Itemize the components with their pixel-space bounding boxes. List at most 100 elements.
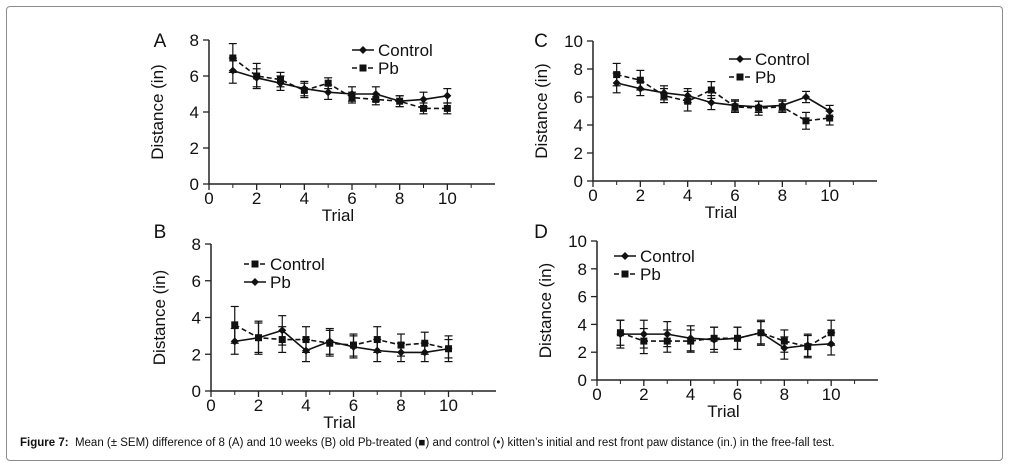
legend-marker [621, 252, 629, 260]
data-point [780, 337, 788, 345]
y-tick-label: 2 [192, 345, 201, 364]
y-axis-label: Distance (in) [150, 270, 169, 365]
panel-letter: A [154, 31, 167, 52]
y-axis-label: Distance (in) [532, 63, 551, 158]
x-axis-label: Trial [323, 413, 355, 432]
y-tick-label: 4 [574, 116, 583, 135]
legend-label: Pb [755, 68, 776, 87]
series-line [232, 57, 448, 110]
y-tick-label: 2 [574, 144, 583, 163]
x-tick-label: 6 [349, 396, 358, 415]
data-point [253, 72, 261, 80]
data-point [444, 344, 453, 353]
data-point [277, 76, 284, 84]
y-tick-label: 0 [190, 175, 199, 194]
data-point [710, 334, 718, 342]
y-tick-label: 10 [564, 32, 583, 51]
data-point [278, 326, 287, 335]
data-point [616, 329, 624, 337]
data-point [443, 104, 451, 112]
data-point [802, 93, 810, 101]
y-tick-label: 6 [190, 67, 199, 86]
data-point [419, 95, 428, 104]
y-tick-label: 0 [578, 371, 587, 390]
y-tick-label: 4 [192, 309, 201, 328]
series-line [234, 329, 449, 354]
data-point [802, 117, 810, 125]
data-point [420, 348, 429, 357]
x-tick-label: 8 [778, 186, 787, 205]
figure-frame [6, 6, 1003, 461]
series-line [616, 82, 831, 112]
y-tick-label: 0 [574, 172, 583, 191]
panel-letter: B [154, 222, 167, 243]
data-point [443, 91, 452, 100]
caption-text: Mean (± SEM) difference of 8 (A) and 10 … [74, 437, 835, 449]
series-pb [612, 62, 834, 130]
series-line [616, 73, 830, 122]
series-pb [616, 319, 836, 359]
data-point [660, 92, 668, 100]
data-point [827, 329, 835, 337]
x-axis-label: Trial [707, 402, 739, 421]
legend-label: Pb [270, 273, 291, 292]
data-point [302, 346, 310, 355]
panel-letter: C [534, 31, 548, 52]
series-control [230, 305, 453, 363]
x-tick-label: 2 [636, 186, 645, 205]
x-tick-label: 4 [686, 385, 695, 404]
legend-label: Control [755, 50, 810, 69]
x-axis-label: Trial [322, 206, 354, 225]
legend-marker [359, 46, 367, 54]
data-point [804, 343, 812, 351]
series-pb [230, 315, 453, 363]
series-control [616, 319, 836, 360]
x-tick-label: 4 [301, 396, 310, 415]
data-point [254, 333, 263, 342]
data-point [636, 76, 644, 84]
x-tick-label: 8 [780, 385, 789, 404]
y-tick-label: 0 [192, 382, 201, 401]
x-tick-label: 10 [820, 186, 839, 205]
data-point [230, 337, 239, 346]
data-point [663, 337, 671, 345]
data-point [420, 104, 427, 112]
x-tick-label: 6 [347, 189, 356, 208]
x-tick-label: 10 [822, 385, 841, 404]
series-control [228, 57, 452, 108]
x-tick-label: 0 [588, 186, 597, 205]
series-pb [228, 42, 452, 115]
caption-label: Figure 7: [20, 437, 69, 449]
panel-letter: D [534, 222, 548, 243]
x-tick-label: 2 [254, 396, 263, 415]
data-point [231, 321, 239, 329]
x-tick-label: 2 [252, 189, 261, 208]
data-point [684, 97, 692, 105]
data-point [324, 79, 332, 87]
data-point [757, 329, 765, 337]
x-tick-label: 0 [206, 396, 215, 415]
data-point [613, 71, 621, 79]
data-point [397, 348, 405, 357]
data-point [826, 114, 834, 122]
data-point [755, 104, 763, 112]
x-tick-label: 4 [683, 186, 692, 205]
y-tick-label: 6 [578, 288, 587, 307]
data-point [396, 97, 404, 105]
x-tick-label: 2 [639, 385, 648, 404]
data-point [707, 98, 716, 107]
legend-label: Control [378, 41, 433, 60]
series-line [232, 69, 448, 103]
data-point [707, 86, 715, 94]
y-tick-label: 6 [574, 88, 583, 107]
series-control [612, 72, 834, 118]
data-point [687, 337, 695, 345]
data-point [640, 337, 648, 345]
y-tick-label: 8 [192, 235, 201, 254]
x-tick-label: 10 [438, 189, 457, 208]
legend-marker [736, 73, 744, 81]
